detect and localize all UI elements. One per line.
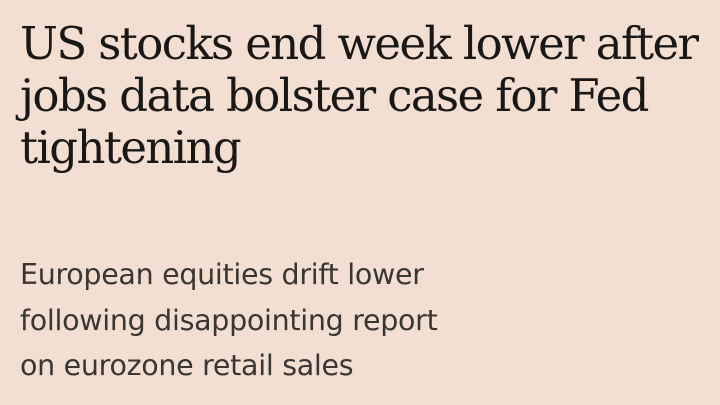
article-standfirst: European equities drift lower following … [20,258,438,382]
article-headline[interactable]: US stocks end week lower after jobs data… [20,17,699,174]
